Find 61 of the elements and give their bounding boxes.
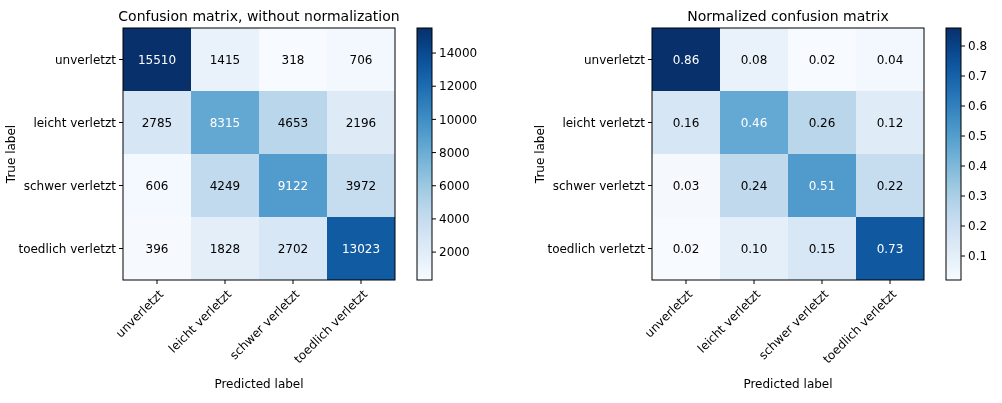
data-label: 3972: [345, 178, 377, 193]
color-bar-label: 0.6: [968, 99, 988, 114]
data-label: 0.73: [876, 241, 904, 256]
data-label: 706: [349, 52, 373, 67]
data-label: 0.51: [808, 178, 836, 193]
data-label: 0.26: [808, 115, 836, 130]
color-bar-label: 8000: [439, 145, 470, 160]
color-bar-label: 0.7: [968, 69, 988, 84]
data-label: 606: [145, 178, 169, 193]
data-label: 8315: [209, 115, 241, 130]
data-label: 318: [281, 52, 305, 67]
data-label: 0.08: [740, 52, 768, 67]
y-tick-label: toedlich verletzt: [547, 241, 646, 256]
data-label: 4249: [209, 178, 241, 193]
data-label: 0.02: [808, 52, 836, 67]
color-bar-label: 6000: [439, 178, 470, 193]
y-tick-label: leicht verletzt: [33, 115, 117, 130]
x-axis-title: Predicted label: [214, 377, 304, 391]
color-bar-label: 0.5: [968, 129, 988, 144]
data-label: 0.10: [740, 241, 768, 256]
data-label: 13023: [341, 241, 381, 256]
data-label: 15510: [137, 52, 177, 67]
data-label: 0.02: [672, 241, 700, 256]
data-label: 0.22: [876, 178, 904, 193]
color-bar-label: 0.2: [968, 219, 988, 234]
data-label: 4653: [277, 115, 309, 130]
color-bar-label: 12000: [439, 79, 478, 94]
color-bar-label: 14000: [439, 46, 478, 61]
data-label: 396: [145, 241, 169, 256]
data-label: 2785: [141, 115, 173, 130]
data-label: 0.16: [672, 115, 700, 130]
y-tick-label: unverletzt: [583, 52, 646, 67]
data-label: 1415: [209, 52, 241, 67]
color-bar-label: 0.8: [968, 39, 988, 54]
data-label: 0.24: [740, 178, 768, 193]
chart-title: Confusion matrix, without normalization: [118, 8, 400, 24]
data-label: 0.04: [876, 52, 904, 67]
data-label: 1828: [209, 241, 241, 256]
y-tick-label: schwer verletzt: [23, 178, 117, 193]
y-axis-title: True label: [533, 124, 547, 185]
color-bar-label: 10000: [439, 112, 478, 127]
data-label: 2702: [277, 241, 309, 256]
data-label: 0.46: [740, 115, 768, 130]
data-label: 0.15: [808, 241, 836, 256]
y-axis-title: True label: [4, 124, 18, 185]
y-tick-label: leicht verletzt: [562, 115, 646, 130]
data-label: 0.12: [876, 115, 904, 130]
color-bar-label: 2000: [439, 245, 470, 260]
data-label: 0.03: [672, 178, 700, 193]
y-tick-label: toedlich verletzt: [18, 241, 117, 256]
color-bar-label: 0.4: [968, 159, 988, 174]
data-label: 0.86: [672, 52, 700, 67]
color-bar-label: 0.3: [968, 189, 988, 204]
y-tick-label: schwer verletzt: [552, 178, 646, 193]
chart-title: Normalized confusion matrix: [687, 8, 889, 24]
color-bar-label: 4000: [439, 212, 470, 227]
data-label: 2196: [345, 115, 377, 130]
color-bar-label: 0.1: [968, 249, 988, 264]
data-label: 9122: [277, 178, 309, 193]
x-axis-title: Predicted label: [743, 377, 833, 391]
y-tick-label: unverletzt: [54, 52, 117, 67]
